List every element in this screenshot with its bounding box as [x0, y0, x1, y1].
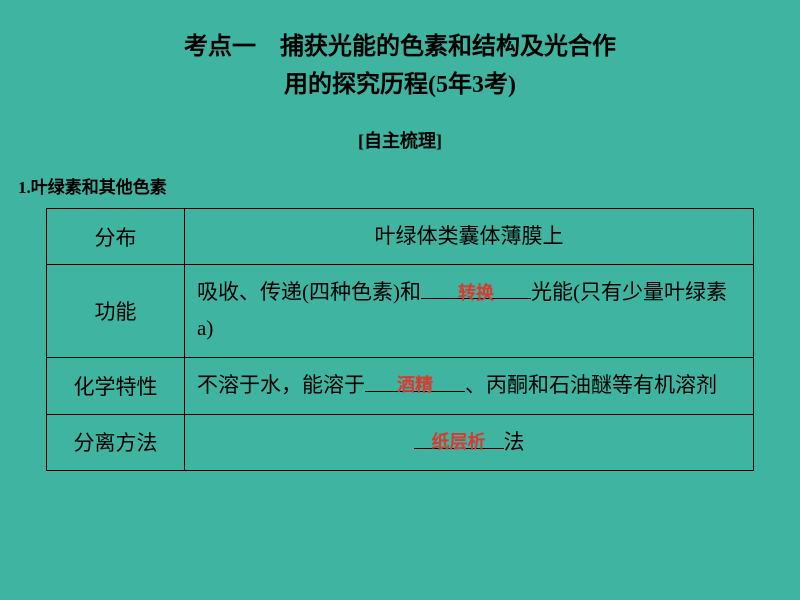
sub-note: [自主梳理]: [46, 127, 754, 153]
cell-separation: 纸层析法: [185, 414, 754, 471]
blank-function: 转换: [421, 275, 531, 311]
slide-page: 考点一 捕获光能的色素和结构及光合作 用的探究历程(5年3考) [自主梳理] 1…: [0, 0, 800, 600]
fill-answer-separation: 纸层析: [414, 427, 504, 458]
row-label-chemistry: 化学特性: [47, 357, 185, 414]
table-row: 功能 吸收、传递(四种色素)和转换光能(只有少量叶绿素a): [47, 265, 754, 357]
table-row: 分布 叶绿体类囊体薄膜上: [47, 208, 754, 265]
fill-answer-chemistry: 酒精: [365, 370, 465, 401]
row-label-distribution: 分布: [47, 208, 185, 265]
blank-separation: 纸层析: [414, 425, 504, 461]
pigment-table: 分布 叶绿体类囊体薄膜上 功能 吸收、传递(四种色素)和转换光能(只有少量叶绿素…: [46, 208, 754, 471]
fill-answer-function: 转换: [421, 278, 531, 309]
table-row: 分离方法 纸层析法: [47, 414, 754, 471]
text-before: 吸收、传递(四种色素)和: [197, 280, 421, 304]
section-heading: 1.叶绿素和其他色素: [18, 173, 754, 198]
text-after: 、丙酮和石油醚等有机溶剂: [465, 373, 717, 397]
cell-distribution: 叶绿体类囊体薄膜上: [185, 208, 754, 265]
title-line-1: 考点一 捕获光能的色素和结构及光合作: [46, 28, 754, 66]
blank-chemistry: 酒精: [365, 368, 465, 404]
title-line-2: 用的探究历程(5年3考): [46, 66, 754, 104]
text-before: 不溶于水，能溶于: [197, 373, 365, 397]
text-after: 法: [504, 430, 525, 454]
row-label-function: 功能: [47, 265, 185, 357]
row-label-separation: 分离方法: [47, 414, 185, 471]
table-row: 化学特性 不溶于水，能溶于酒精、丙酮和石油醚等有机溶剂: [47, 357, 754, 414]
cell-function: 吸收、传递(四种色素)和转换光能(只有少量叶绿素a): [185, 265, 754, 357]
slide-title: 考点一 捕获光能的色素和结构及光合作 用的探究历程(5年3考): [46, 28, 754, 105]
cell-chemistry: 不溶于水，能溶于酒精、丙酮和石油醚等有机溶剂: [185, 357, 754, 414]
